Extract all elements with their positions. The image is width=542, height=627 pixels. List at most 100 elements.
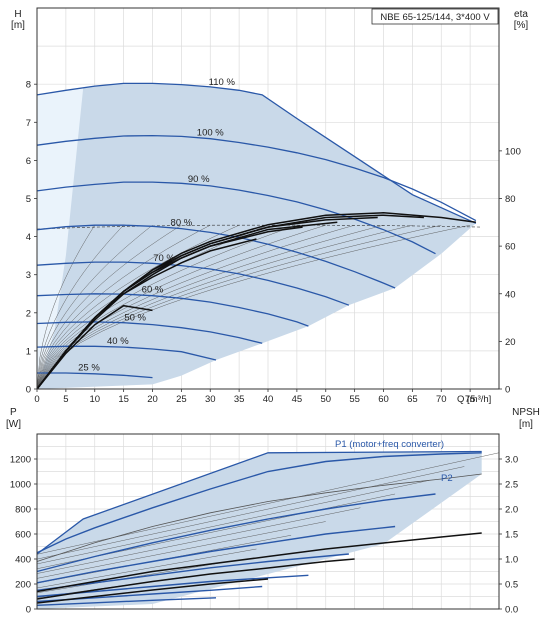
npsh-curve [36,558,355,600]
speed-label: 25 % [78,363,100,374]
y2-tick-label: 60 [505,242,516,253]
efficiency-curve [36,304,153,390]
y-tick-label: 5 [26,194,31,205]
y-tick-label: 1000 [10,480,31,491]
power-curve [36,473,482,562]
y-axis-label: H [14,9,21,20]
x-tick-label: 50 [320,394,331,405]
system-curve [36,224,442,390]
y-tick-label: 0 [26,385,31,396]
speed-label: 80 % [171,218,193,229]
power-curve [36,574,309,598]
y-tick-label: 3 [26,270,31,281]
power-npsh-chart: P1 (motor+freq converter) P2 0 200 400 600 800… [6,407,540,616]
y-tick-label: 8 [26,80,31,91]
speed-label: 90 % [188,174,210,185]
y-tick-label: 7 [26,118,31,129]
operating-area-light [37,88,84,389]
x-axis-label: Q [m³/h] [457,394,491,405]
system-curve [36,225,182,390]
power-fan-line [36,480,430,565]
power-fan-line [36,466,465,560]
head-curve [36,345,217,361]
y2-tick-label: 1.5 [505,530,518,541]
power-curve [36,493,436,573]
head-curve [36,181,436,255]
efficiency-curve [36,238,257,390]
x-tick-label: 55 [349,394,360,405]
head-efficiency-chart: 110 % 100 % 90 % 80 % 70 % 60 % 50 % 40 % 25 % 0 5… [11,7,529,405]
x-tick-label: 75 [465,394,476,405]
operating-area [37,451,482,609]
y2-tick-label: 100 [505,146,521,157]
annotation-p1: P1 (motor+freq converter) [335,439,444,450]
power-fan-line [36,507,361,574]
npsh-curve [36,532,482,593]
system-curve [36,224,355,390]
x-tick-label: 25 [176,394,187,405]
y-tick-label: 6 [26,156,31,167]
x-tick-label: 15 [118,394,129,405]
head-curve [36,293,309,327]
y-axis-label: P [10,407,17,418]
power-curve [36,597,217,606]
x-tick-label: 45 [292,394,303,405]
system-curve [36,224,240,390]
y-tick-label: 600 [15,530,31,541]
y-tick-label: 1200 [10,455,31,466]
y2-tick-label: 1.0 [505,555,518,566]
power-curve [36,452,482,554]
speed-label: 60 % [142,285,164,296]
x-tick-label: 70 [436,394,447,405]
system-curve [36,225,95,390]
speed-label: 100 % [197,128,224,139]
x-tick-label: 65 [407,394,418,405]
y-tick-label: 400 [15,555,31,566]
y2-tick-label: 2.5 [505,480,518,491]
y2-axis-label: eta [514,9,528,20]
system-curve [36,225,153,390]
title-box [371,8,499,25]
power-fan-line [36,548,257,589]
power-fan-line [36,521,326,579]
x-tick-label: 20 [147,394,158,405]
y2-tick-label: 3.0 [505,455,518,466]
y-tick-label: 200 [15,580,31,591]
system-curve [36,224,413,390]
y-tick-label: 800 [15,505,31,516]
power-envelope [36,450,482,555]
head-curve [36,321,263,344]
chart-title: NBE 65-125/144, 3*400 V [380,12,490,23]
power-curve [36,553,349,591]
y-tick-label: 1 [26,346,31,357]
head-curve [36,82,477,224]
x-tick-label: 10 [89,394,100,405]
y2-tick-label: 0 [505,385,510,396]
y-axis-unit: [m] [11,20,25,31]
y2-tick-label: 2.0 [505,505,518,516]
x-tick-label: 60 [378,394,389,405]
y-tick-label: 2 [26,308,31,319]
x-tick-label: 35 [234,394,245,405]
y2-tick-label: 80 [505,194,516,205]
y2-axis-label: NPSH [512,407,540,418]
y-tick-label: 0 [26,605,31,616]
y2-axis-unit: [%] [514,20,529,31]
x-tick-label: 40 [263,394,274,405]
system-curve [36,225,211,390]
operating-area [37,83,476,390]
plot-frame [36,433,500,610]
y-axis-unit: [W] [6,419,21,430]
x-tick-label: 5 [63,394,68,405]
speed-label: 110 % [209,77,236,88]
x-tick-label: 0 [34,394,39,405]
head-curve [36,261,350,306]
speed-label: 50 % [124,312,146,323]
system-curve [36,224,384,390]
speed-label: 40 % [107,336,129,347]
y-tick-label: 4 [26,232,31,243]
annotation-p2: P2 [441,473,453,484]
system-curve [36,225,124,390]
y2-tick-label: 20 [505,337,516,348]
